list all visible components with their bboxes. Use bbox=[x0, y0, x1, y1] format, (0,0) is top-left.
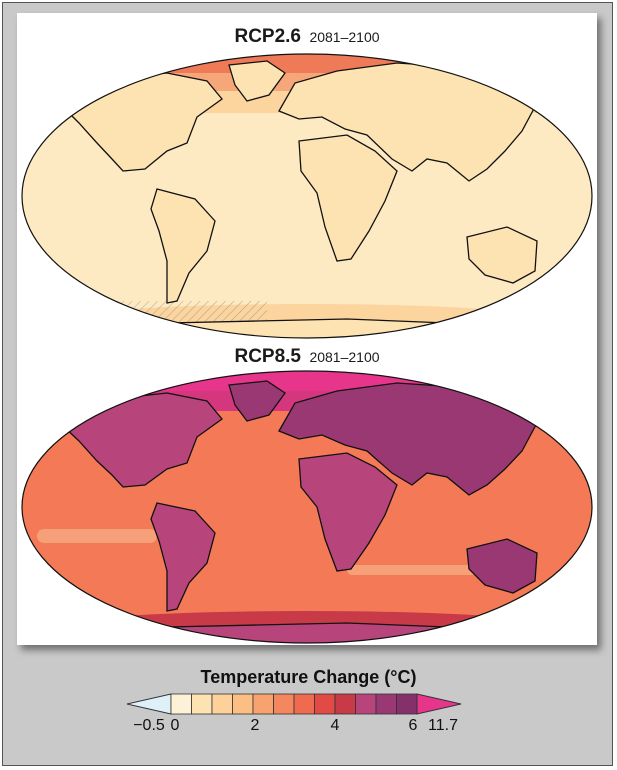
colorbar-bin bbox=[191, 693, 213, 715]
colorbar-bin bbox=[211, 693, 233, 715]
world-map-rcp26 bbox=[21, 53, 593, 339]
map-outline bbox=[21, 370, 593, 644]
map-outline bbox=[21, 53, 593, 339]
colorbar-bin bbox=[170, 693, 192, 715]
colorbar-over-arrow bbox=[416, 693, 462, 715]
colorbar bbox=[126, 693, 462, 715]
legend-title: Temperature Change (°C) bbox=[200, 667, 417, 687]
eurasia bbox=[278, 62, 538, 182]
colorbar-bin bbox=[252, 693, 274, 715]
period-label: 2081–2100 bbox=[309, 349, 380, 365]
south-america bbox=[150, 188, 216, 304]
eurasia bbox=[278, 382, 538, 496]
continents bbox=[56, 380, 538, 643]
colorbar-bin bbox=[314, 693, 336, 715]
australia bbox=[466, 226, 538, 284]
africa bbox=[298, 134, 398, 262]
tick-label: 4 bbox=[330, 717, 340, 734]
map-title-rcp26: RCP2.6 2081–2100 bbox=[17, 26, 597, 48]
cool-ocean-patch bbox=[347, 565, 487, 575]
world-map-rcp85 bbox=[21, 370, 593, 644]
south-america bbox=[150, 502, 216, 612]
colorbar-bin bbox=[232, 693, 254, 715]
greenland bbox=[228, 60, 286, 102]
antarctica bbox=[76, 622, 538, 643]
scenario-label: RCP2.6 bbox=[234, 26, 301, 47]
africa bbox=[298, 452, 398, 572]
colorbar-bin bbox=[334, 693, 356, 715]
colorbar-bin bbox=[375, 693, 397, 715]
colorbar-bin bbox=[355, 693, 377, 715]
colorbar-under-arrow bbox=[126, 693, 172, 715]
maps-panel: RCP2.6 2081–2100 bbox=[17, 13, 597, 645]
colorbar-bin bbox=[396, 693, 418, 715]
tick-label: 0 bbox=[170, 717, 180, 734]
greenland bbox=[228, 380, 286, 422]
tick-label: 6 bbox=[408, 717, 418, 734]
colorbar-bin bbox=[273, 693, 295, 715]
colorbar-bin bbox=[293, 693, 315, 715]
colorbar-bins bbox=[170, 693, 418, 715]
period-label: 2081–2100 bbox=[309, 29, 380, 45]
map-title-rcp85: RCP8.5 2081–2100 bbox=[17, 346, 597, 368]
north-america bbox=[56, 392, 223, 488]
tick-label: −0.5 bbox=[133, 717, 165, 734]
scenario-label: RCP8.5 bbox=[234, 346, 301, 367]
cool-ocean-patch bbox=[37, 529, 157, 543]
tick-label: 2 bbox=[250, 717, 260, 734]
arctic-hot-band bbox=[117, 371, 517, 391]
tick-label: 11.7 bbox=[428, 717, 458, 734]
australia bbox=[466, 538, 538, 594]
